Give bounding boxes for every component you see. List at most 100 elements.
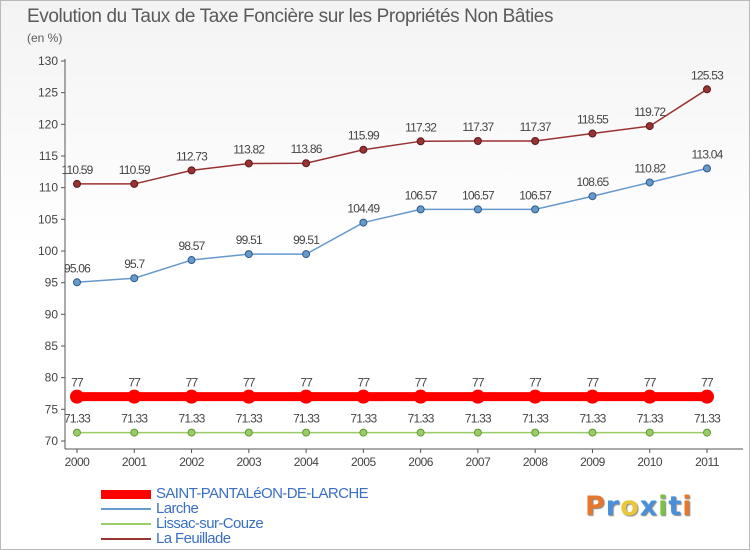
data-point (416, 137, 425, 146)
data-point (645, 178, 654, 187)
data-label: 71.33 (350, 412, 377, 426)
data-label: 117.32 (405, 120, 437, 134)
x-tick-label-2007: 2007 (466, 455, 492, 469)
data-label: 118.55 (577, 113, 609, 127)
legend-item: Larche (101, 500, 368, 517)
data-label: 112.73 (176, 149, 208, 163)
data-label: 117.37 (520, 120, 552, 134)
data-point (73, 179, 81, 188)
y-tick-label-120: 120 (38, 117, 58, 131)
logo-letter: r (605, 491, 621, 522)
y-tick-label-90: 90 (45, 307, 59, 321)
data-point (127, 389, 142, 404)
data-point (470, 389, 485, 404)
logo-letter: i (658, 491, 669, 522)
data-point (416, 428, 425, 437)
data-label: 71.33 (408, 412, 435, 426)
data-label: 77 (644, 376, 657, 390)
chart-title: Evolution du Taux de Taxe Foncière sur l… (27, 6, 554, 27)
y-tick-label-130: 130 (38, 54, 58, 68)
data-point (359, 145, 368, 154)
data-point (703, 428, 711, 437)
data-point (703, 85, 711, 94)
data-point (588, 129, 597, 138)
series-line (76, 167, 708, 284)
data-point (299, 389, 314, 404)
data-label: 71.33 (579, 412, 606, 426)
data-label: 77 (472, 376, 485, 390)
series-saint-pantal-on-de-larche (70, 389, 714, 404)
legend-item: Lissac-sur-Couze (101, 515, 368, 532)
series-la-feuillade (73, 85, 711, 188)
data-label: 71.33 (121, 412, 148, 426)
logo-letter: t (668, 491, 683, 522)
data-point (130, 179, 139, 188)
data-label: 104.49 (347, 202, 380, 216)
data-label: 106.57 (405, 188, 438, 202)
data-label: 77 (587, 376, 600, 390)
data-point (700, 389, 714, 404)
x-tick-label-2008: 2008 (523, 455, 549, 469)
data-label: 71.33 (522, 412, 549, 426)
legend-swatch (101, 538, 151, 540)
data-label: 95.7 (124, 257, 145, 271)
data-point (413, 389, 428, 404)
y-tick-label-125: 125 (38, 86, 58, 100)
legend-label: Larche (156, 500, 199, 517)
chart-legend: SAINT-PANTALéON-DE-LARCHE Larche Lissac-su… (101, 485, 369, 547)
x-tick-label-2001: 2001 (122, 455, 148, 469)
data-point (642, 389, 657, 404)
data-point (187, 166, 196, 175)
data-point (70, 389, 84, 404)
legend-label: SAINT-PANTALéON-DE-LARCHE (156, 485, 369, 502)
data-label: 125.53 (691, 68, 724, 82)
y-tick-label-70: 70 (45, 434, 59, 448)
y-tick-label-75: 75 (45, 402, 59, 416)
data-label: 71.33 (694, 412, 721, 426)
data-point (359, 218, 368, 227)
data-label: 77 (529, 376, 542, 390)
data-point (531, 428, 540, 437)
chart-axes: 70 75 80 85 90 95 100 105 110 115 120 125 130 2000 200… (38, 54, 743, 469)
data-label: 71.33 (293, 412, 320, 426)
x-tick-label-2004: 2004 (294, 455, 320, 469)
data-point (473, 428, 482, 437)
data-point (531, 205, 540, 214)
legend-label: Lissac-sur-Couze (156, 515, 264, 532)
y-axis-unit: (en %) (27, 31, 63, 45)
data-point (356, 389, 371, 404)
data-label: 71.33 (64, 412, 91, 426)
data-point (244, 428, 253, 437)
x-tick-label-2010: 2010 (637, 455, 663, 469)
data-label: 77 (71, 376, 84, 390)
data-label: 117.37 (462, 120, 494, 134)
data-point (187, 428, 196, 437)
legend-item: La Feuillade (101, 530, 368, 547)
data-label: 71.33 (236, 412, 263, 426)
data-label: 106.57 (462, 188, 495, 202)
chart-series (70, 85, 714, 437)
data-label: 113.86 (291, 142, 323, 156)
legend-swatch (101, 508, 151, 510)
y-tick-label-105: 105 (38, 212, 58, 226)
y-tick-label-80: 80 (45, 371, 59, 385)
legend-item: SAINT-PANTALéON-DE-LARCHE (101, 485, 369, 502)
x-tick-label-2000: 2000 (65, 455, 91, 469)
data-point (473, 136, 482, 145)
data-label: 71.33 (637, 412, 664, 426)
data-label: 77 (186, 376, 199, 390)
data-label: 71.33 (465, 412, 492, 426)
chart-data-labels: 71.33 71.33 71.33 71.33 71.33 71.33 71.33 71.33… (61, 68, 724, 425)
logo-letter: x (639, 491, 659, 522)
proxiti-logo: Proxiti (585, 491, 693, 522)
logo-letter: o (620, 491, 640, 522)
legend-label: La Feuillade (156, 530, 231, 547)
series-larche (73, 164, 711, 287)
data-label: 110.82 (634, 161, 666, 175)
data-point (302, 250, 311, 259)
logo-letter: P (585, 491, 606, 522)
x-tick-label-2011: 2011 (695, 455, 720, 469)
logo-letter: i (682, 491, 693, 522)
